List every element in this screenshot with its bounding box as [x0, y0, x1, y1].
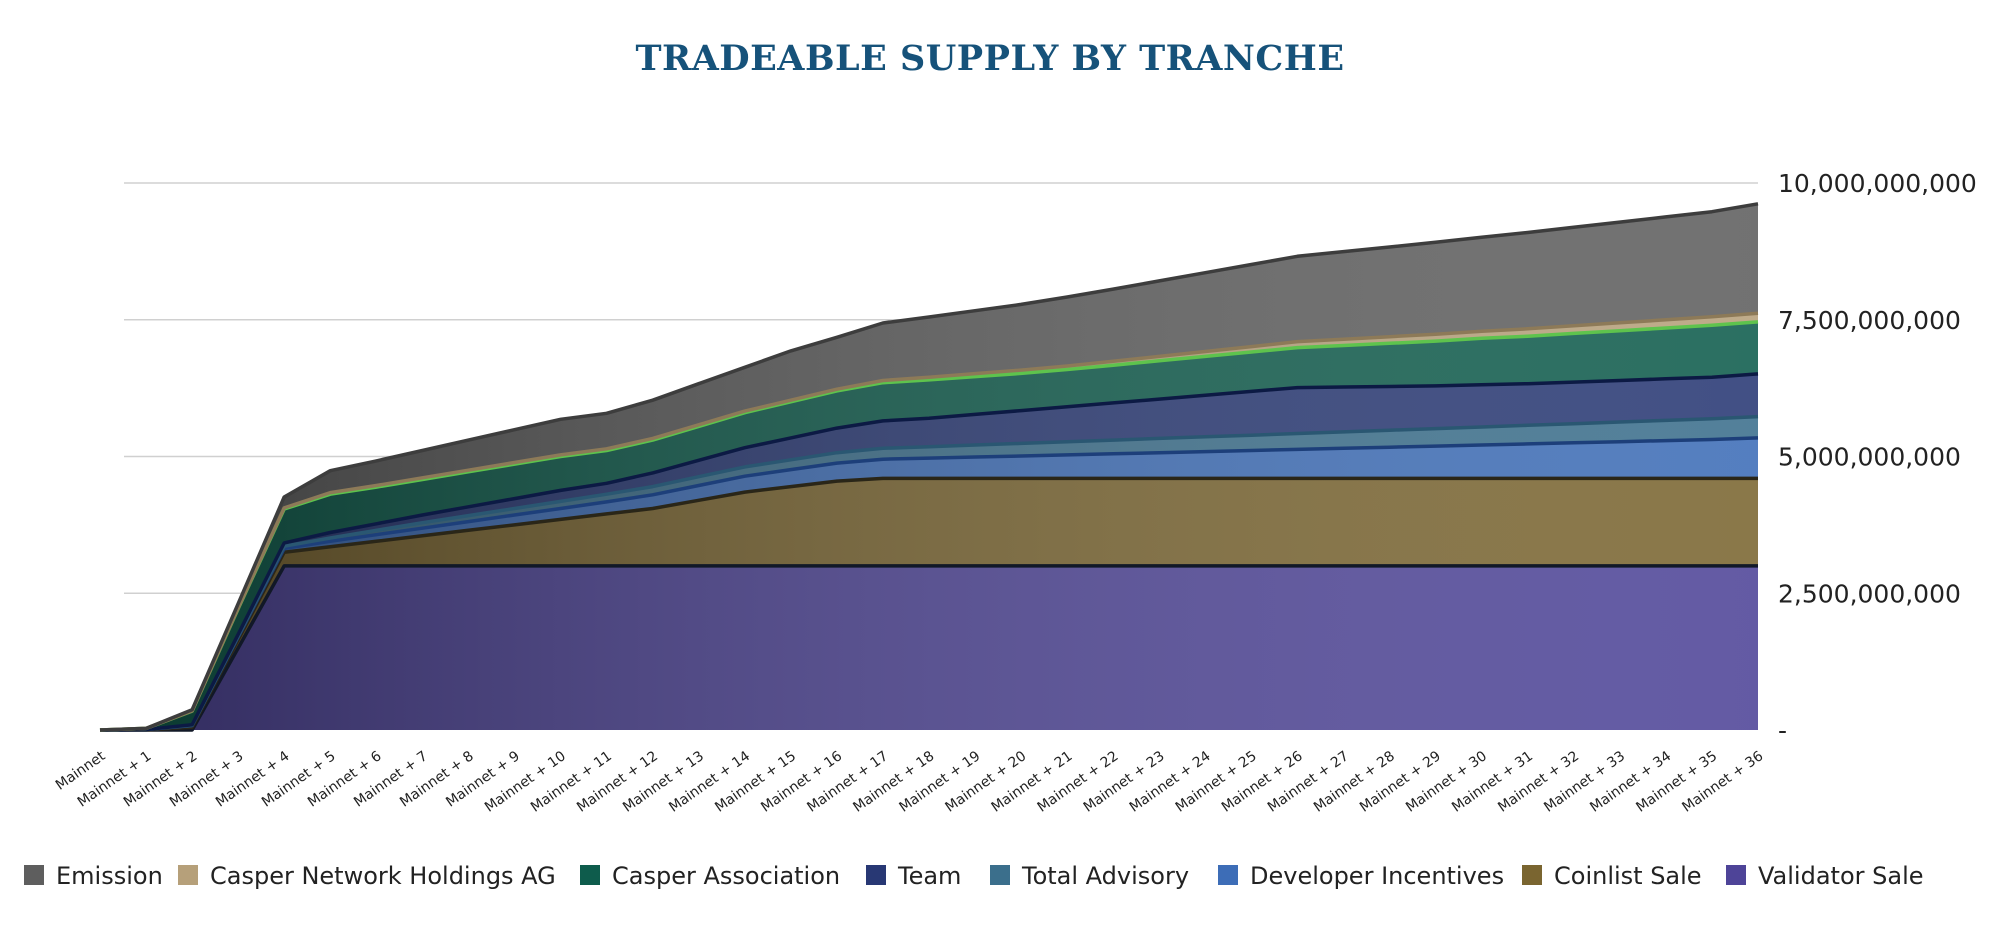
legend-item-casper-network-holdings-ag: Casper Network Holdings AG: [178, 862, 556, 890]
y-axis: - 2,500,000,000 5,000,000,000 7,500,000,000…: [1778, 169, 1977, 745]
legend-item-emission: Emission: [24, 862, 163, 890]
legend-label: Developer Incentives: [1250, 862, 1504, 890]
legend-label: Validator Sale: [1758, 862, 1924, 890]
legend-swatch: [580, 865, 600, 885]
legend-swatch: [178, 865, 198, 885]
y-tick-label: -: [1778, 716, 1787, 745]
legend-item-developer-incentives: Developer Incentives: [1218, 862, 1504, 890]
legend-swatch: [866, 865, 886, 885]
outline-emission: [99, 202, 1759, 732]
legend-label: Casper Association: [612, 862, 840, 890]
legend-swatch: [1218, 865, 1238, 885]
legend-label: Coinlist Sale: [1554, 862, 1702, 890]
outline-team: [99, 372, 1759, 732]
legend-item-team: Team: [866, 862, 961, 890]
y-tick-label: 10,000,000,000: [1778, 169, 1977, 198]
legend-item-casper-association: Casper Association: [580, 862, 840, 890]
legend-label: Emission: [56, 862, 163, 890]
legend-label: Casper Network Holdings AG: [210, 862, 556, 890]
outline-total-advisory: [99, 414, 1759, 732]
legend-label: Total Advisory: [1021, 862, 1189, 890]
outline-validator-sale: [100, 564, 1758, 732]
legend-swatch: [1522, 865, 1542, 885]
y-tick-label: 5,000,000,000: [1778, 443, 1961, 472]
chart-title: TRADEABLE SUPPLY BY TRANCHE: [635, 38, 1345, 79]
legend-label: Team: [897, 862, 961, 890]
legend-swatch: [1726, 865, 1746, 885]
y-tick-label: 7,500,000,000: [1778, 306, 1961, 335]
legend-item-total-advisory: Total Advisory: [990, 862, 1189, 890]
y-tick-label: 2,500,000,000: [1778, 579, 1961, 608]
area-outlines: [99, 202, 1759, 732]
x-tick-label: Mainnet + 36: [1679, 748, 1766, 816]
outline-developer-incentives: [99, 436, 1759, 732]
legend-swatch: [24, 865, 44, 885]
outline-coinlist-sale: [100, 476, 1758, 732]
legend-swatch: [990, 865, 1010, 885]
legend-item-validator-sale: Validator Sale: [1726, 862, 1924, 890]
legend-item-coinlist-sale: Coinlist Sale: [1522, 862, 1702, 890]
legend: Emission Casper Network Holdings AG Casper…: [24, 862, 1924, 890]
outline-casper-network-holdings-ag: [99, 311, 1759, 732]
